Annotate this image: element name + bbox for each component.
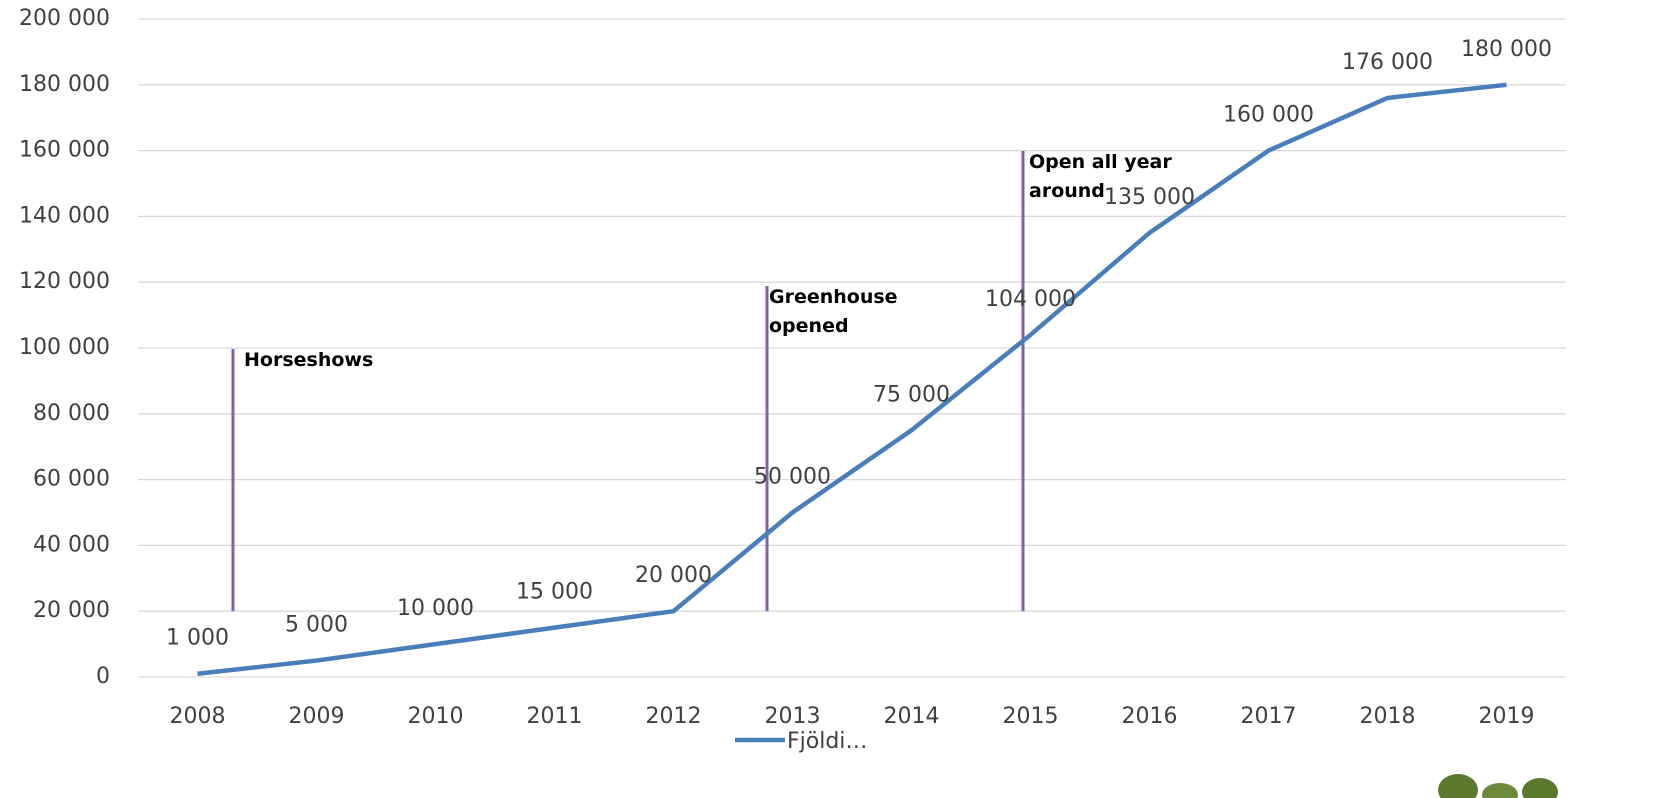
data-label: 5 000 — [285, 613, 348, 638]
x-tick-label: 2012 — [646, 704, 702, 729]
x-tick-label: 2009 — [289, 704, 345, 729]
data-label: 20 000 — [635, 563, 712, 588]
y-tick-label: 200 000 — [19, 6, 110, 31]
data-label: 1 000 — [166, 626, 229, 651]
annotation: Open all year around — [1029, 151, 1172, 202]
y-tick-label: 160 000 — [19, 138, 110, 163]
annotation: Greenhouse opened — [769, 286, 898, 337]
data-label: 10 000 — [397, 596, 474, 621]
data-label: 75 000 — [873, 382, 950, 407]
y-tick-label: 40 000 — [33, 532, 110, 557]
x-tick-label: 2011 — [527, 704, 583, 729]
x-tick-label: 2015 — [1003, 704, 1059, 729]
y-tick-label: 180 000 — [19, 72, 110, 97]
x-tick-label: 2013 — [765, 704, 821, 729]
data-label: 50 000 — [754, 465, 831, 490]
x-tick-label: 2010 — [408, 704, 464, 729]
y-tick-label: 120 000 — [19, 269, 110, 294]
y-tick-label: 20 000 — [33, 598, 110, 623]
data-label: 135 000 — [1104, 185, 1195, 210]
y-tick-label: 0 — [96, 664, 110, 689]
legend-label: Fjöldi… — [787, 729, 867, 754]
y-tick-label: 100 000 — [19, 335, 110, 360]
x-tick-label: 2014 — [884, 704, 940, 729]
tree-icon — [1438, 774, 1558, 798]
x-tick-label: 2008 — [170, 704, 226, 729]
data-label: 160 000 — [1223, 103, 1314, 128]
data-label: 104 000 — [985, 287, 1076, 312]
x-tick-label: 2016 — [1122, 704, 1178, 729]
data-label: 180 000 — [1461, 37, 1552, 62]
y-tick-label: 60 000 — [33, 467, 110, 492]
series-line — [197, 82, 1507, 676]
x-tick-label: 2019 — [1479, 704, 1535, 729]
data-label: 176 000 — [1342, 50, 1433, 75]
y-tick-label: 140 000 — [19, 203, 110, 228]
data-label: 15 000 — [516, 580, 593, 605]
y-tick-label: 80 000 — [33, 401, 110, 426]
annotation: Horseshows — [244, 349, 374, 371]
x-tick-label: 2017 — [1241, 704, 1297, 729]
x-tick-label: 2018 — [1360, 704, 1416, 729]
